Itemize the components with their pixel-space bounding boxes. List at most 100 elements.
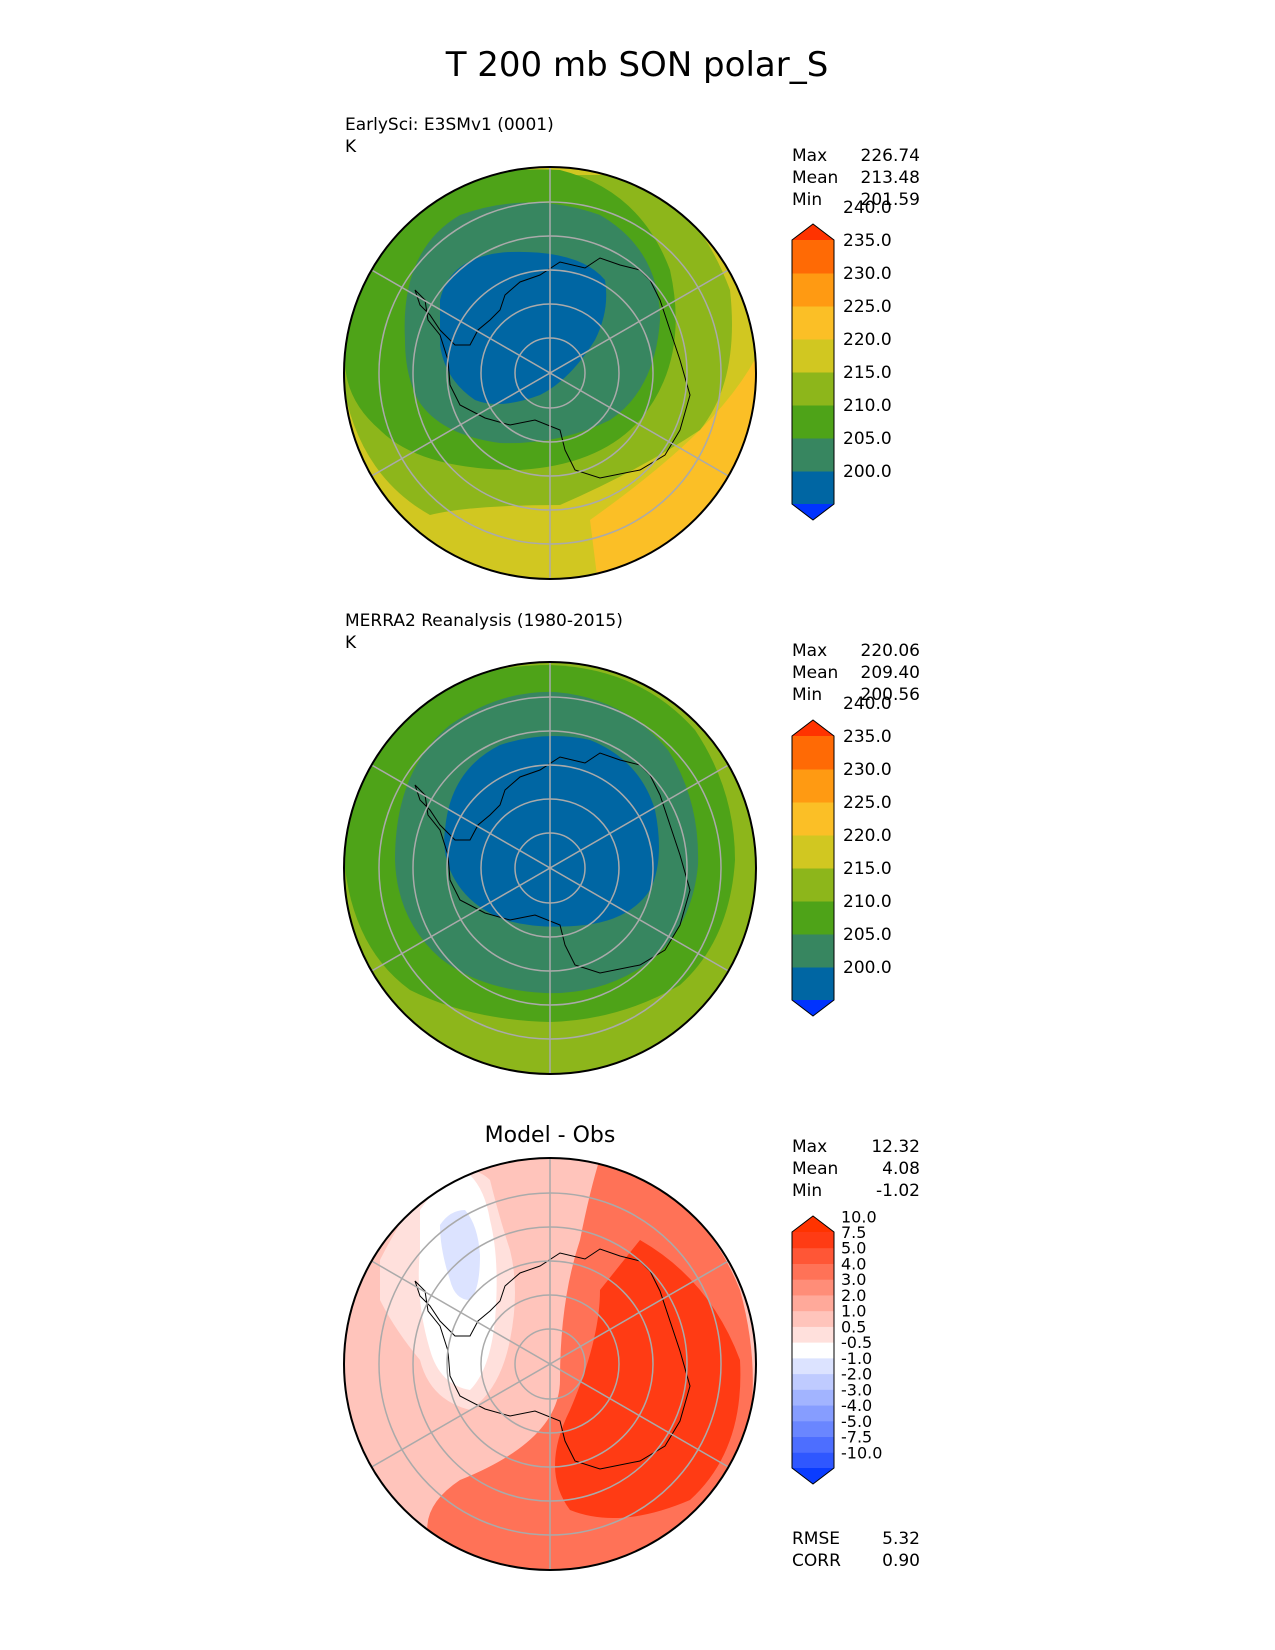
diff-colorbar-tick-label: 0.5 (841, 1317, 866, 1336)
model-graticule (371, 167, 729, 579)
model-stat-label-mean: Mean (792, 168, 838, 188)
panel-obs-units: K (345, 633, 357, 653)
diff-colorbar-tick-label: -7.5 (841, 1428, 872, 1447)
diff-stat-label-corr: CORR (792, 1551, 841, 1571)
obs-colorbar-segment (792, 769, 834, 803)
model-colorbar-extend-max (792, 224, 834, 240)
obs-stat-label-min: Min (792, 685, 822, 705)
diff-colorbar-tick-label: -10.0 (841, 1443, 882, 1462)
diff-stat-value-max: 12.32 (871, 1137, 920, 1157)
diff-colorbar-segment (792, 1420, 834, 1438)
obs-colorbar-segment (792, 802, 834, 836)
obs-stat-value-mean: 209.40 (861, 663, 920, 683)
diff-map-boundary (343, 1157, 757, 1571)
obs-coastline (414, 752, 691, 974)
obs-colorbar-tick-label: 205.0 (843, 925, 892, 945)
diff-colorbar-extend-max (792, 1216, 834, 1232)
diff-colorbar-segment (792, 1452, 834, 1469)
obs-stat-value-max: 220.06 (861, 641, 920, 661)
diff-colorbar-segment (792, 1326, 834, 1343)
diff-colorbar-extend-min (792, 1468, 834, 1484)
model-coastline (414, 257, 691, 479)
diff-colorbar-tick-label: -2.0 (841, 1365, 872, 1384)
model-stat-value-max: 226.74 (861, 146, 920, 166)
diff-colorbar-segment (792, 1436, 834, 1453)
diff-stat-value-min: -1.02 (876, 1181, 920, 1201)
diff-colorbar-segment (792, 1357, 834, 1375)
obs-graticule (371, 662, 729, 1074)
model-stat-label-min: Min (792, 190, 822, 210)
obs-stat-label-mean: Mean (792, 663, 838, 683)
model-colorbar-tick-label: 225.0 (843, 297, 892, 317)
diff-colorbar-tick-label: -0.5 (841, 1333, 872, 1352)
diff-colorbar-segment (792, 1342, 834, 1359)
model-colorbar-segment (792, 339, 834, 373)
panel-obs-map (344, 662, 756, 1074)
panel-diff: Model - Obs Max 12.32 Mean 4.08 Min -1.0… (343, 1123, 920, 1571)
model-colorbar-segment (792, 240, 834, 274)
model-colorbar-segment (792, 471, 834, 505)
diff-colorbar-segment (792, 1232, 834, 1249)
diff-colorbar-segment (792, 1389, 834, 1406)
panel-diff-title: Model - Obs (485, 1123, 616, 1148)
obs-colorbar-extend-max (792, 720, 834, 736)
diff-colorbar-tick-label: 10.0 (841, 1207, 877, 1226)
diff-colorbar-tick-label: 4.0 (841, 1254, 866, 1273)
obs-colorbar-tick-label: 225.0 (843, 793, 892, 813)
figure-title: T 200 mb SON polar_S (445, 45, 829, 85)
model-colorbar-segment (792, 438, 834, 472)
diff-colorbar-segment (792, 1279, 834, 1296)
diff-stat-value-mean: 4.08 (882, 1159, 920, 1179)
model-colorbar-tick-label: 240.0 (843, 198, 892, 218)
diff-colorbar-segment (792, 1373, 834, 1390)
diff-colorbar-tick-label: 5.0 (841, 1239, 866, 1258)
diff-stat-value-corr: 0.90 (882, 1551, 920, 1571)
model-colorbar-segment (792, 372, 834, 406)
obs-colorbar-tick-label: 210.0 (843, 892, 892, 912)
model-stat-value-mean: 213.48 (861, 168, 920, 188)
model-colorbar: 200.0 205.0 210.0 215.0 220.0 225.0 230.0 235.0… (791, 198, 892, 521)
model-map-boundary (343, 166, 757, 580)
obs-stat-value-min: 200.56 (861, 685, 920, 705)
diff-stat-value-rmse: 5.32 (882, 1529, 920, 1549)
obs-map-boundary (343, 661, 757, 1075)
diff-graticule (371, 1158, 729, 1570)
panel-obs: MERRA2 Reanalysis (1980-2015) K Max 220.… (343, 611, 920, 1075)
obs-colorbar-tick-label: 200.0 (843, 958, 892, 978)
model-colorbar-extend-min (792, 504, 834, 520)
obs-colorbar-segment (792, 736, 834, 770)
obs-colorbar-segment (792, 967, 834, 1001)
model-colorbar-segment (792, 405, 834, 439)
diff-colorbar-tick-label: 2.0 (841, 1286, 866, 1305)
model-colorbar-tick-label: 235.0 (843, 231, 892, 251)
panel-model: EarlySci: E3SMv1 (0001) K Max 226.74 Mea… (343, 115, 920, 580)
model-colorbar-tick-label: 205.0 (843, 429, 892, 449)
model-colorbar-segment (792, 306, 834, 340)
model-colorbar-tick-label: 200.0 (843, 462, 892, 482)
diff-colorbar-outline (791, 1215, 835, 1485)
diff-coastline (414, 1248, 691, 1470)
obs-colorbar-segment (792, 835, 834, 869)
obs-colorbar-tick-label: 215.0 (843, 859, 892, 879)
model-colorbar-tick-label: 210.0 (843, 396, 892, 416)
model-stat-value-min: 201.59 (861, 190, 920, 210)
obs-colorbar: 200.0 205.0 210.0 215.0 220.0 225.0 230.0 235.0… (791, 694, 892, 1017)
diff-colorbar-segment (792, 1310, 834, 1327)
diff-colorbar-tick-label: 3.0 (841, 1270, 866, 1289)
diff-colorbar-segment (792, 1247, 834, 1264)
model-stat-label-max: Max (792, 146, 827, 166)
diff-stat-label-rmse: RMSE (792, 1529, 840, 1549)
obs-colorbar-tick-label: 230.0 (843, 760, 892, 780)
diff-stat-label-min: Min (792, 1181, 822, 1201)
diff-stat-label-mean: Mean (792, 1159, 838, 1179)
obs-colorbar-outline (791, 719, 835, 1017)
diff-colorbar-segment (792, 1405, 834, 1422)
model-colorbar-segment (792, 273, 834, 307)
obs-colorbar-tick-label: 240.0 (843, 694, 892, 714)
diff-colorbar-tick-label: -1.0 (841, 1349, 872, 1368)
obs-band-200-205 (444, 736, 659, 927)
diff-colorbar-tick-label: 1.0 (841, 1302, 866, 1321)
model-colorbar-tick-label: 230.0 (843, 264, 892, 284)
obs-colorbar-segment (792, 934, 834, 968)
